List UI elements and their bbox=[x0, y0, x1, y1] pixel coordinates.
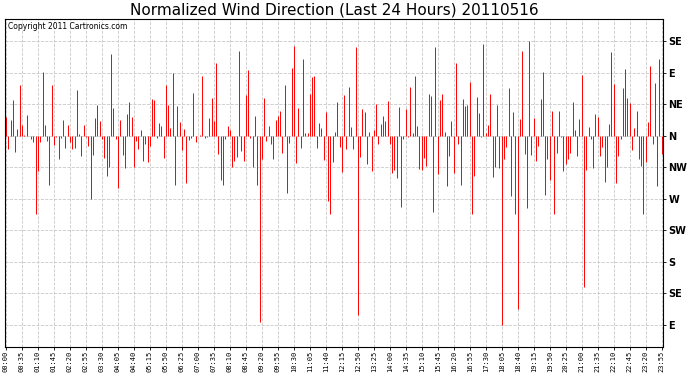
Text: Copyright 2011 Cartronics.com: Copyright 2011 Cartronics.com bbox=[8, 22, 128, 31]
Title: Normalized Wind Direction (Last 24 Hours) 20110516: Normalized Wind Direction (Last 24 Hours… bbox=[130, 3, 538, 18]
